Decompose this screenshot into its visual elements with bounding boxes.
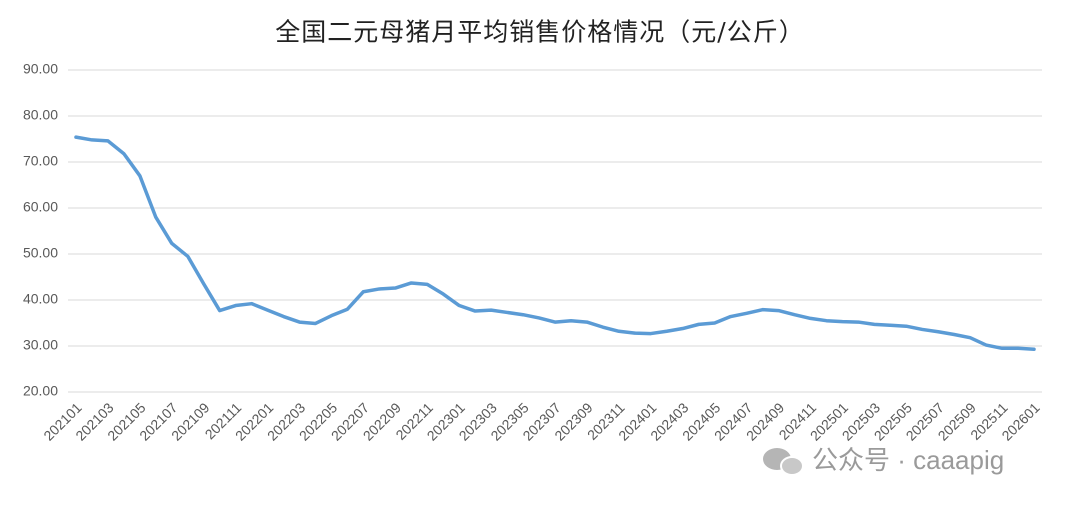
y-tick-label: 30.00 (23, 337, 58, 353)
y-tick-label: 40.00 (23, 291, 58, 307)
y-tick-label: 50.00 (23, 245, 58, 261)
y-tick-label: 90.00 (23, 61, 58, 77)
watermark: 公众号 · caaapig (812, 445, 1004, 475)
y-tick-label: 20.00 (23, 383, 58, 399)
y-tick-label: 70.00 (23, 153, 58, 169)
y-tick-label: 80.00 (23, 107, 58, 123)
watermark-icon (763, 448, 804, 476)
line (74, 135, 1036, 351)
y-tick-label: 60.00 (23, 199, 58, 215)
chart-title: 全国二元母猪月平均销售价格情况（元/公斤） (275, 18, 804, 47)
